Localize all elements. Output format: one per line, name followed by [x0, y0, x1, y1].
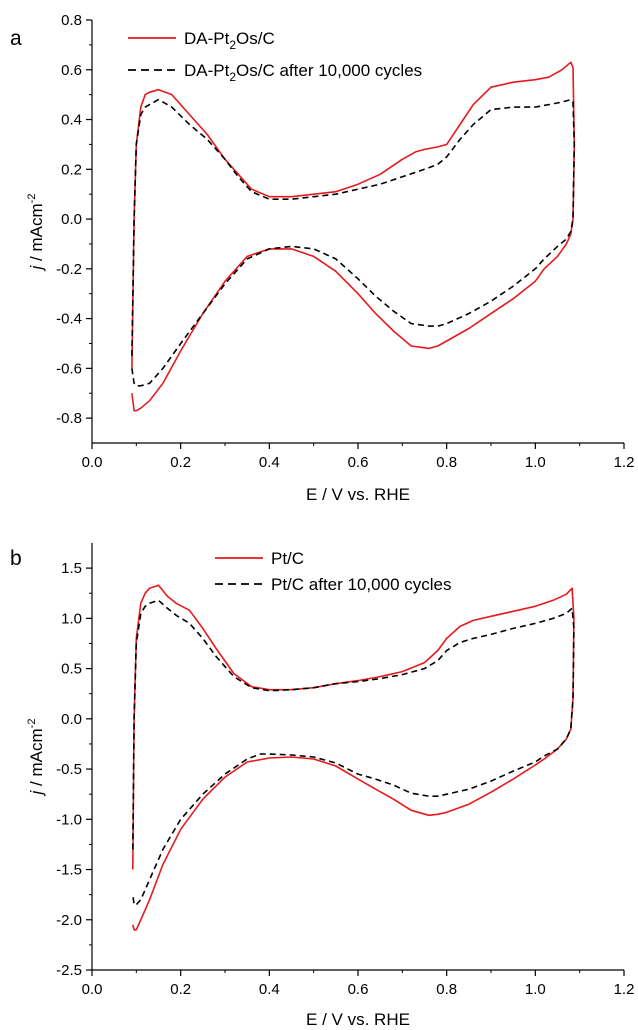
x-tick-label: 0.2: [170, 454, 191, 471]
legend-label: Pt/C after 10,000 cycles: [271, 575, 451, 594]
x-tick-label: 0.6: [348, 981, 369, 998]
y-tick-label: 0.0: [61, 711, 82, 728]
y-tick-label: 0.8: [61, 12, 82, 29]
y-tick-label: -2.0: [56, 912, 82, 929]
y-tick-label: -0.2: [56, 261, 82, 278]
y-tick-label: -1.0: [56, 811, 82, 828]
x-tick-label: 0.8: [436, 454, 457, 471]
panel-label: a: [10, 27, 22, 50]
x-tick-label: 0.4: [259, 454, 280, 471]
x-tick-label: 1.2: [614, 454, 635, 471]
chart-panel-a: a 0.0 0.2 0.4 0.6 0.8 1.0 1.2 -0.8 -0.6 -0.4 -0.2 0.…: [10, 12, 634, 504]
y-axis-label: j / mAcm-2: [26, 719, 46, 797]
x-tick-label: 0.4: [259, 981, 280, 998]
legend-label: DA-Pt2Os/C: [184, 29, 275, 52]
series-line-aged: [131, 98, 576, 387]
y-tick-label: 0.0: [61, 211, 82, 228]
x-axis-label: E / V vs. RHE: [306, 485, 410, 504]
x-tick-label: 1.0: [525, 454, 546, 471]
x-tick-label: 0.0: [82, 454, 103, 471]
x-axis-label: E / V vs. RHE: [306, 1010, 410, 1029]
y-tick-label: 1.5: [61, 560, 82, 577]
x-tick-label: 1.0: [525, 981, 546, 998]
x-tick-label: 1.2: [614, 981, 635, 998]
chart-panel-b: b 0.0 0.2 0.4 0.6 0.8 1.0 1.2 -2.5 -2.0 -1.5 -1.0 -0…: [10, 543, 634, 1029]
panel-label: b: [10, 547, 22, 570]
x-tick-label: 0.2: [170, 981, 191, 998]
x-tick-label: 0.6: [348, 454, 369, 471]
y-tick-label: 0.2: [61, 161, 82, 178]
series-line-fresh: [131, 61, 576, 412]
legend-label: Pt/C: [271, 549, 304, 568]
y-tick-label: -0.4: [56, 311, 82, 328]
y-tick-label: -1.5: [56, 862, 82, 879]
y-tick-label: 1.0: [61, 610, 82, 627]
series-line-fresh: [132, 584, 575, 931]
series-line-aged: [132, 599, 575, 906]
y-tick-label: -2.5: [56, 962, 82, 979]
y-tick-label: -0.6: [56, 360, 82, 377]
y-tick-label: 0.6: [61, 62, 82, 79]
x-tick-label: 0.0: [82, 981, 103, 998]
y-axis-label: j / mAcm-2: [26, 194, 46, 272]
y-tick-label: -0.5: [56, 761, 82, 778]
x-tick-label: 0.8: [436, 981, 457, 998]
y-tick-label: 0.4: [61, 112, 82, 129]
y-tick-label: -0.8: [56, 410, 82, 427]
y-tick-label: 0.5: [61, 661, 82, 678]
legend-label: DA-Pt2Os/C after 10,000 cycles: [184, 61, 422, 84]
